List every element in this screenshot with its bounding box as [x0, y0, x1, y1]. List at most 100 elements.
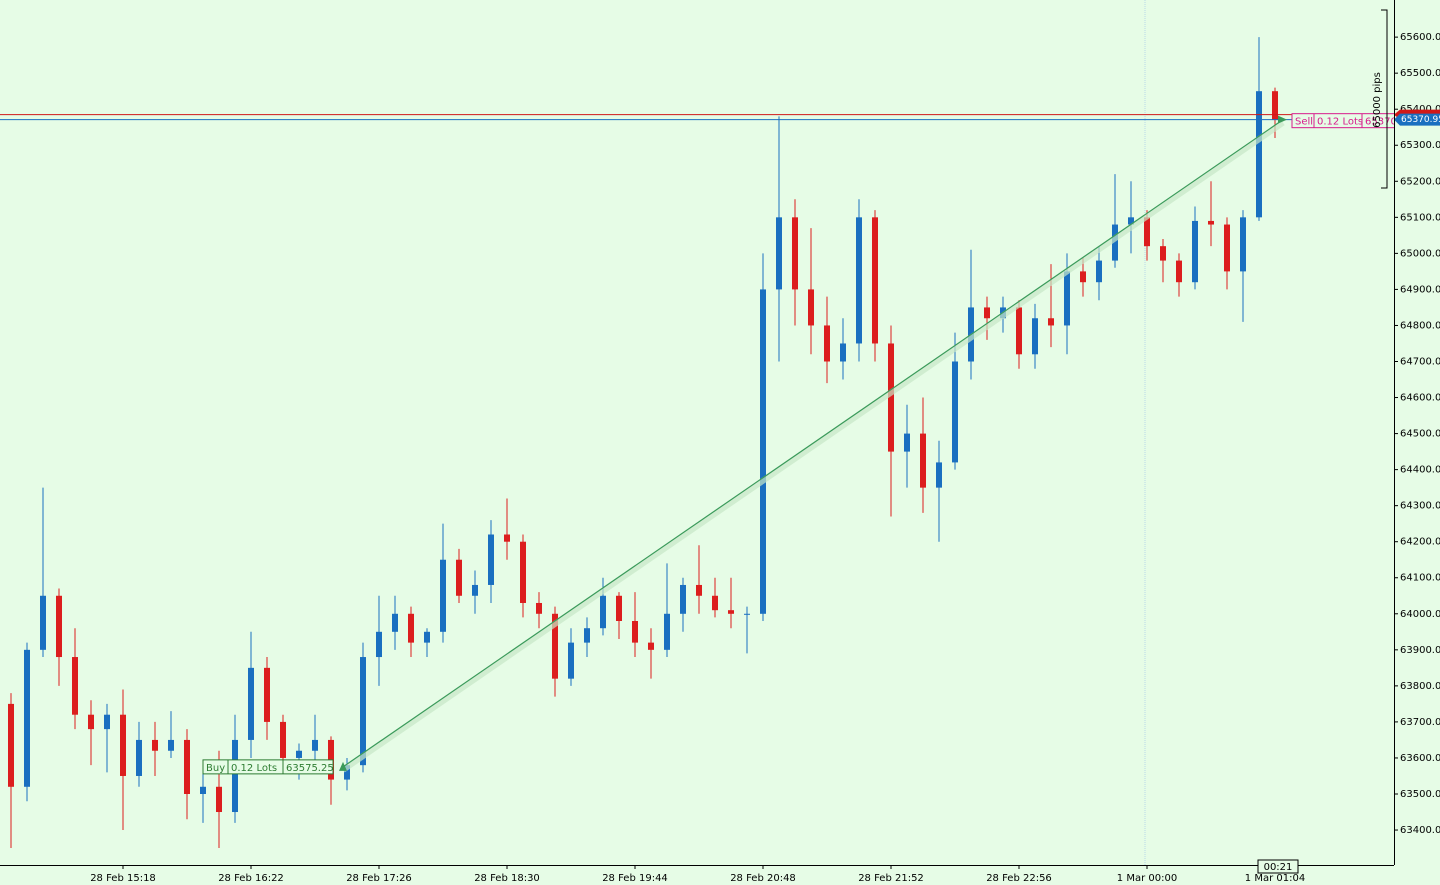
candle-body — [40, 595, 46, 650]
y-tick-label: 64200.00 — [1400, 537, 1440, 548]
candle-body — [1272, 91, 1278, 121]
x-tick-label: 28 Feb 17:26 — [346, 873, 412, 884]
candle-body — [664, 613, 670, 650]
candle-body — [120, 714, 126, 776]
candle-body — [1112, 224, 1118, 261]
candle-body — [296, 750, 302, 758]
y-tick-label: 64600.00 — [1400, 393, 1440, 404]
candle-body — [760, 289, 766, 614]
candle-body — [376, 631, 382, 658]
x-tick-label: 28 Feb 20:48 — [730, 873, 796, 884]
x-tick-label: 28 Feb 16:22 — [218, 873, 284, 884]
sell-label-box — [1291, 113, 1394, 129]
trade-line — [342, 119, 1284, 768]
candle-body — [1176, 260, 1182, 283]
y-tick-label: 64900.00 — [1400, 284, 1440, 295]
candle-body — [88, 714, 94, 730]
sell-side: Sell — [1295, 117, 1313, 128]
y-tick-label: 65200.00 — [1400, 176, 1440, 187]
y-tick-label: 64800.00 — [1400, 320, 1440, 331]
buy-side: Buy — [206, 763, 225, 774]
y-tick-label: 64100.00 — [1400, 573, 1440, 584]
candle-body — [1080, 271, 1086, 283]
candle-body — [824, 325, 830, 362]
candle-body — [280, 721, 286, 758]
candle-body — [1032, 318, 1038, 355]
y-tick-label: 65300.00 — [1400, 140, 1440, 151]
candle-body — [472, 584, 478, 596]
ruler-label: 65000 pips — [1372, 72, 1383, 128]
candle-body — [888, 343, 894, 452]
x-tick-label: 28 Feb 22:56 — [986, 873, 1052, 884]
y-tick-label: 65100.00 — [1400, 212, 1440, 223]
y-tick-label: 65600.00 — [1400, 32, 1440, 43]
trade-line-shadow — [341, 120, 1285, 773]
candle-body — [568, 642, 574, 679]
buy-label-box — [202, 759, 334, 775]
candle-body — [904, 433, 910, 452]
candle-body — [248, 667, 254, 740]
sell-arrow — [1278, 115, 1287, 124]
candle-body — [136, 739, 142, 776]
candle-body — [24, 649, 30, 787]
candle-body — [616, 595, 622, 621]
candle-body — [680, 584, 686, 614]
x-tick-label: 28 Feb 19:44 — [602, 873, 668, 884]
bid-tag — [1394, 113, 1440, 126]
candle-body — [344, 765, 350, 780]
bid-price-label: 65370.95 — [1401, 115, 1440, 125]
sell-price: 65370.95 — [1365, 117, 1413, 128]
candle-body — [152, 739, 158, 751]
candle-body — [1016, 307, 1022, 355]
x-tick-label: 28 Feb 21:52 — [858, 873, 924, 884]
candle-body — [56, 595, 62, 658]
candle-body — [1256, 91, 1262, 218]
candle-body — [104, 714, 110, 730]
candle-body — [408, 613, 414, 643]
candle-body — [232, 739, 238, 813]
y-tick-label: 64400.00 — [1400, 465, 1440, 476]
candle-body — [1144, 217, 1150, 247]
buy-lots: 0.12 Lots — [231, 763, 277, 774]
candle-body — [168, 739, 174, 751]
candle-body — [1208, 220, 1214, 225]
candle-body — [1192, 220, 1198, 283]
y-tick-label: 64700.00 — [1400, 356, 1440, 367]
ruler-bracket — [1381, 9, 1388, 189]
candle-body — [1240, 217, 1246, 272]
candle-body — [936, 462, 942, 488]
sell-lots: 0.12 Lots — [1317, 117, 1363, 128]
candle-body — [216, 786, 222, 813]
y-tick-label: 63800.00 — [1400, 681, 1440, 692]
candle-body — [488, 534, 494, 585]
candle-body — [728, 610, 734, 614]
buy-arrow — [339, 761, 347, 771]
axes: 63400.00 63500.00 63600.00 63700.00 63800.00… — [90, 32, 1440, 884]
timer-box — [1257, 859, 1299, 874]
candle-body — [360, 657, 366, 766]
candle-body — [920, 433, 926, 488]
x-tick-label: 1 Mar 00:00 — [1117, 873, 1177, 884]
y-tick-label: 64000.00 — [1400, 609, 1440, 620]
candle-body — [952, 361, 958, 463]
candle-body — [744, 613, 750, 615]
candle-body — [312, 739, 318, 751]
buy-price: 63575.25 — [286, 763, 334, 774]
y-tick-label: 65500.00 — [1400, 68, 1440, 79]
y-tick-label: 63400.00 — [1400, 825, 1440, 836]
candle-body — [552, 613, 558, 679]
candle-body — [712, 595, 718, 611]
candle-body — [536, 602, 542, 614]
candle-body — [792, 217, 798, 290]
candle-body — [600, 595, 606, 629]
timer: 00:21 — [1264, 862, 1293, 873]
y-tick-label: 65000.00 — [1400, 248, 1440, 259]
candle-body — [776, 217, 782, 290]
candle-body — [1224, 224, 1230, 272]
y-tick-label: 63600.00 — [1400, 753, 1440, 764]
candle-body — [8, 703, 14, 787]
y-tick-label: 63900.00 — [1400, 645, 1440, 656]
